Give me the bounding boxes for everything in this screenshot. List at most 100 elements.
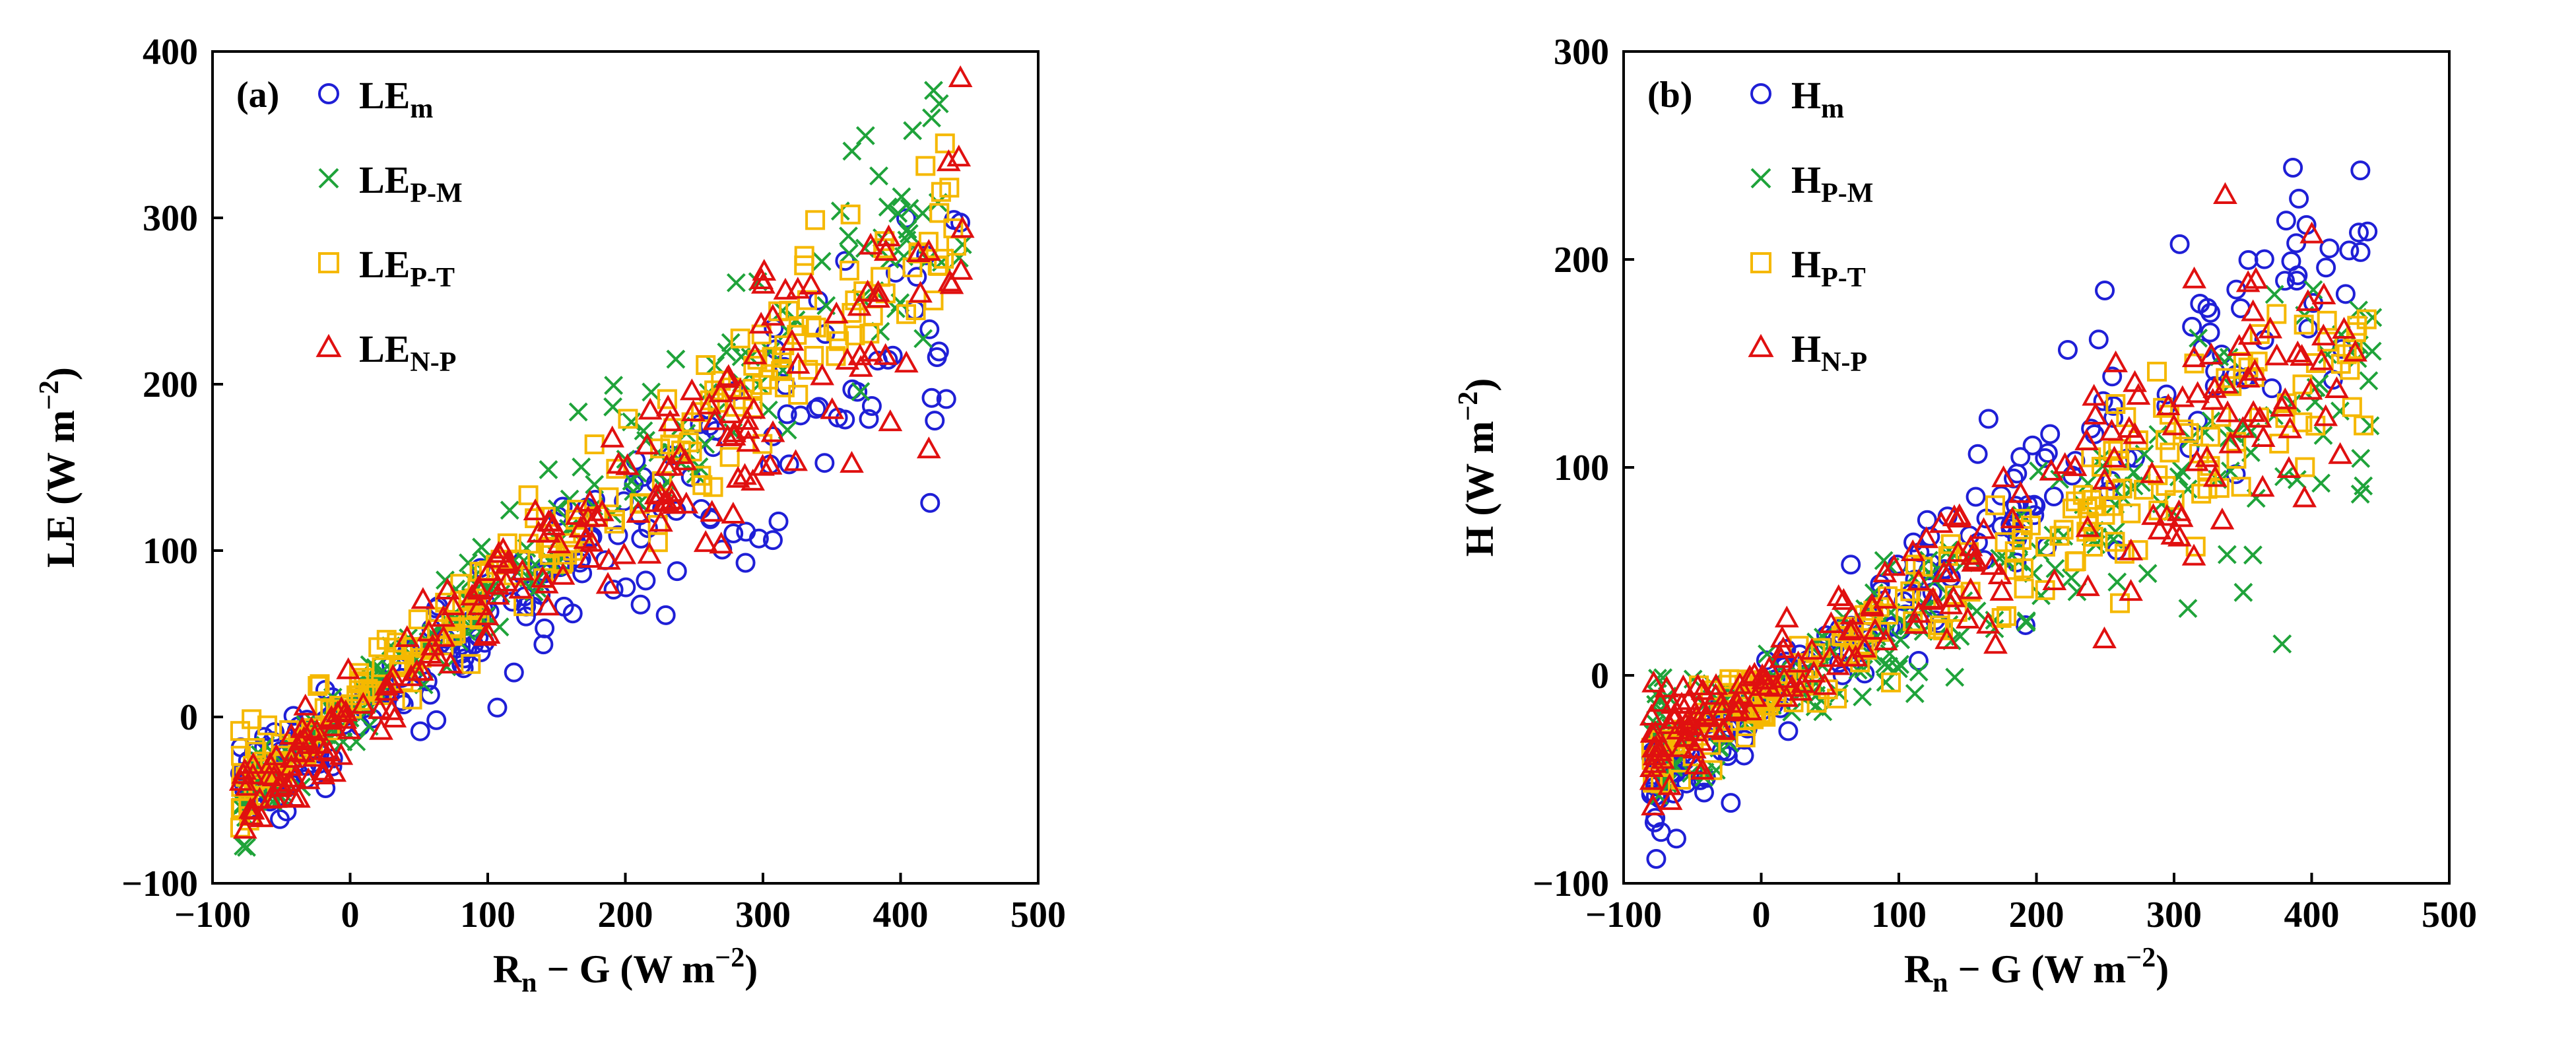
scatter-point-np <box>1643 720 1668 742</box>
scatter-point-m <box>762 530 783 551</box>
scatter-point-m <box>2262 378 2282 399</box>
y-tick-label: 400 <box>143 32 198 73</box>
scatter-point-pt <box>2014 578 2034 599</box>
scatter-point-pt <box>1960 582 1981 602</box>
scatter-point-np <box>2181 345 2206 368</box>
scatter-point-m <box>2102 366 2123 387</box>
scatter-point-pt <box>2101 496 2121 516</box>
scatter-point-pt <box>2121 503 2141 524</box>
scatter-point-pt <box>474 563 494 584</box>
scatter-point-np <box>1872 560 1898 583</box>
scatter-point-pt <box>788 384 809 405</box>
scatter-point-np <box>2195 445 2220 467</box>
x-tick-label: 500 <box>1010 895 1066 935</box>
scatter-point-np <box>579 529 604 552</box>
scatter-point-np <box>535 593 560 616</box>
scatter-point-pm <box>472 537 491 557</box>
scatter-point-np <box>2082 384 2107 406</box>
scatter-point-m <box>2298 318 2319 339</box>
scatter-point-pm <box>2201 411 2221 431</box>
scatter-point-m <box>1711 741 1732 761</box>
scatter-point-np <box>228 768 253 791</box>
panel-label: (a) <box>236 75 279 116</box>
scatter-point-np <box>232 817 257 839</box>
scatter-point-np <box>2075 515 2100 537</box>
scatter-point-pm <box>2061 568 2081 588</box>
scatter-point-pt <box>2078 512 2099 532</box>
scatter-point-m <box>2024 494 2045 515</box>
scatter-point-np <box>1921 586 1946 609</box>
scatter-point-pt <box>518 485 539 506</box>
scatter-point-np <box>615 453 640 475</box>
scatter-point-np <box>1882 554 1907 576</box>
scatter-point-m <box>2024 505 2045 526</box>
x-tick-label: 100 <box>460 895 515 935</box>
scatter-point-np <box>1650 734 1675 757</box>
scatter-point-np <box>2160 522 2185 545</box>
scatter-point-pt <box>2109 593 2130 613</box>
scatter-point-m <box>1978 409 1998 429</box>
scatter-points <box>228 65 975 857</box>
scatter-point-pt <box>696 355 716 375</box>
legend: LEm LEP-M LEP-T LEN-P <box>315 74 463 378</box>
legend-label-np: LEN-P <box>359 327 456 378</box>
scatter-point-np <box>282 765 307 788</box>
legend-marker-pm <box>1750 168 1771 189</box>
scatter-point-np <box>1743 685 1767 707</box>
scatter-point-np <box>835 347 860 370</box>
scatter-point-m <box>1903 532 1924 553</box>
scatter-point-np <box>2278 416 2303 438</box>
legend-label-m: Hm <box>1791 74 1844 124</box>
scatter-point-pm <box>2138 564 2158 584</box>
scatter-point-np <box>494 551 519 574</box>
scatter-point-np <box>1774 605 1799 628</box>
scatter-point-np <box>1684 719 1708 741</box>
x-tick-label: 400 <box>873 895 929 935</box>
scatter-point-pt <box>840 204 861 224</box>
scatter-point-m <box>927 347 947 367</box>
scatter-point-np <box>1958 577 1983 599</box>
scatter-point-m <box>2358 221 2378 242</box>
scatter-point-np <box>1690 757 1715 780</box>
scatter-point-np <box>2123 370 2147 392</box>
scatter-point-np <box>298 731 322 754</box>
scatter-point-np <box>2181 543 2206 566</box>
scatter-point-np <box>674 491 699 514</box>
scatter-point-np <box>249 805 274 827</box>
scatter-point-m <box>2238 250 2259 270</box>
scatter-point-np <box>264 743 289 766</box>
scatter-point-pt <box>939 178 960 198</box>
scatter-point-pt <box>2148 465 2168 485</box>
scatter-point-pm <box>952 235 972 254</box>
scatter-point-np <box>2154 504 2179 526</box>
scatter-point-np <box>1983 632 2008 654</box>
scatter-point-np <box>438 652 463 674</box>
scatter-point-pt <box>797 290 818 310</box>
scatter-point-np <box>411 587 436 609</box>
scatter-point-m <box>283 706 304 726</box>
scatter-point-np <box>1641 794 1665 816</box>
scatter-point-np <box>1840 617 1865 639</box>
y-tick-label: 200 <box>1554 240 1609 281</box>
scatter-point-pt <box>703 477 723 497</box>
scatter-point-np <box>1639 755 1664 778</box>
scatter-point-pm <box>666 349 686 369</box>
scatter-point-np <box>1956 606 1980 629</box>
scatter-point-np <box>279 754 304 776</box>
x-axis-title: Rn − G (W m−2) <box>1904 943 2169 998</box>
scatter-point-np <box>878 409 903 432</box>
scatter-point-pm <box>2221 461 2240 481</box>
scatter-point-pt <box>1985 495 2005 516</box>
scatter-point-np <box>859 339 884 362</box>
scatter-point-np <box>635 432 659 455</box>
scatter-point-np <box>299 716 324 739</box>
scatter-point-np <box>637 541 662 564</box>
scatter-point-np <box>2313 404 2338 426</box>
scatter-point-m <box>603 580 624 600</box>
scatter-point-m <box>630 594 651 615</box>
scatter-point-pm <box>2264 285 2284 304</box>
scatter-point-pt <box>2053 520 2074 540</box>
scatter-point-pm <box>929 94 949 114</box>
scatter-point-np <box>1658 788 1683 810</box>
